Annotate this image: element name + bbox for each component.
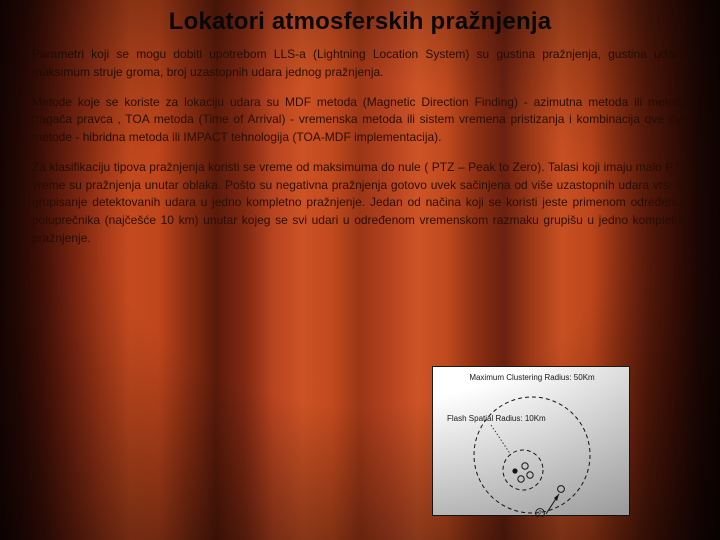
label-outer-radius: Maximum Clustering Radius: 50Km [469,373,595,382]
stroke-2 [527,472,533,478]
point-center [512,468,517,473]
label-inner-radius: Flash Spatial Radius: 10Km [447,414,546,423]
stroke-3 [518,476,524,482]
clustering-figure: Maximum Clustering Radius: 50Km Flash Sp… [432,366,630,516]
paragraph-2: Metode koje se koriste za lokaciju udara… [32,94,688,147]
leader-inner [491,425,511,455]
paragraph-3: Za klasifikaciju tipova pražnjenja koris… [32,159,688,248]
inner-circle [503,450,543,490]
page-title: Lokatori atmosferskih pražnjenja [32,8,688,36]
stroke-outlier [558,486,565,493]
arrow-label: 2 [538,511,542,517]
page-number: 42 [666,506,678,518]
paragraph-1: Parametri koji se mogu dobiti upotrebom … [32,46,688,82]
stroke-1 [522,463,528,469]
